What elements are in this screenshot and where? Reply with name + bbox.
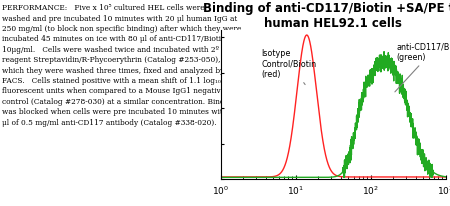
Text: Isotype
Control/Biotin
(red): Isotype Control/Biotin (red) xyxy=(262,49,317,85)
Text: PERFORMANCE:   Five x 10⁵ cultured HEL cells were
washed and pre incubated 10 mi: PERFORMANCE: Five x 10⁵ cultured HEL cel… xyxy=(2,4,242,126)
Title: Binding of anti-CD117/Biotin +SA/PE to
human HEL92.1 cells: Binding of anti-CD117/Biotin +SA/PE to h… xyxy=(203,2,450,30)
Text: anti-CD117/Biotin
(green): anti-CD117/Biotin (green) xyxy=(395,42,450,92)
